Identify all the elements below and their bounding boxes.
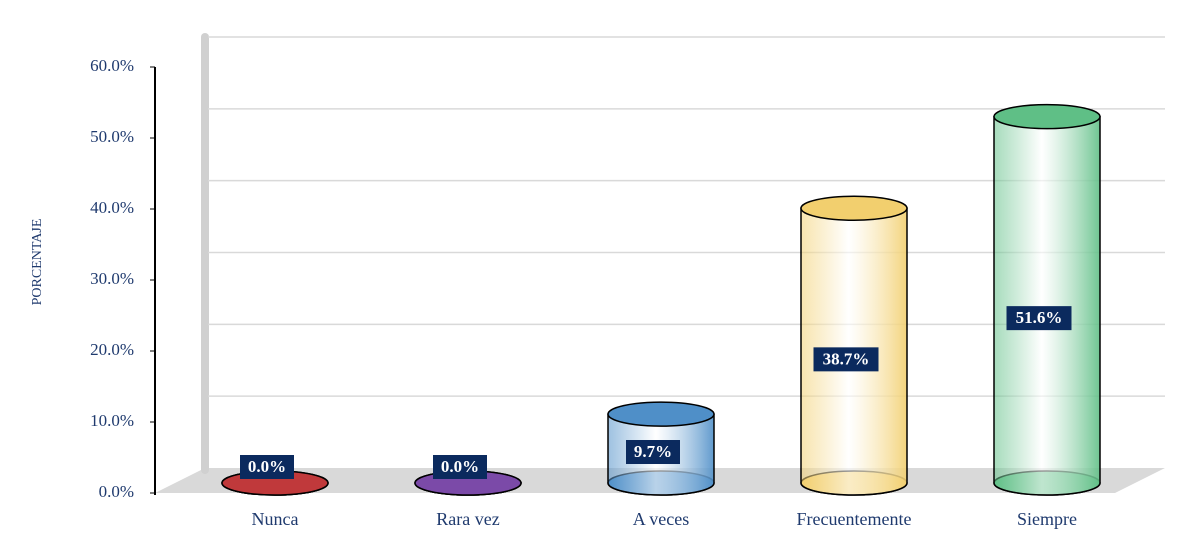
- cylinder-top: [993, 103, 1101, 130]
- y-tick-label: 10.0%: [90, 411, 134, 430]
- y-tick-label: 50.0%: [90, 127, 134, 146]
- value-label: 0.0%: [248, 457, 286, 476]
- y-tick-label: 30.0%: [90, 269, 134, 288]
- value-label: 0.0%: [441, 457, 479, 476]
- value-label: 51.6%: [1016, 308, 1063, 327]
- y-tick-label: 0.0%: [99, 482, 134, 501]
- x-tick-label: Frecuentemente: [797, 509, 912, 529]
- x-tick-label: Siempre: [1017, 509, 1077, 529]
- x-tick-label: A veces: [633, 509, 689, 529]
- cylinder-top: [800, 195, 908, 221]
- y-tick-label: 40.0%: [90, 198, 134, 217]
- value-label: 38.7%: [823, 349, 870, 368]
- y-axis-label: PORCENTAJE: [30, 219, 45, 306]
- x-tick-label: Rara vez: [436, 509, 499, 529]
- y-tick-label: 60.0%: [90, 56, 134, 75]
- value-label-bg: [240, 455, 294, 479]
- cylinder: [993, 115, 1101, 496]
- value-label-bg: [433, 455, 487, 479]
- y-tick-label: 20.0%: [90, 340, 134, 359]
- value-label-bg: [1006, 306, 1072, 331]
- value-label-bg: [626, 440, 680, 465]
- x-tick-label: Nunca: [252, 509, 299, 529]
- cylinder-top: [607, 401, 715, 427]
- value-label: 9.7%: [634, 442, 672, 461]
- value-label-bg: [813, 347, 879, 372]
